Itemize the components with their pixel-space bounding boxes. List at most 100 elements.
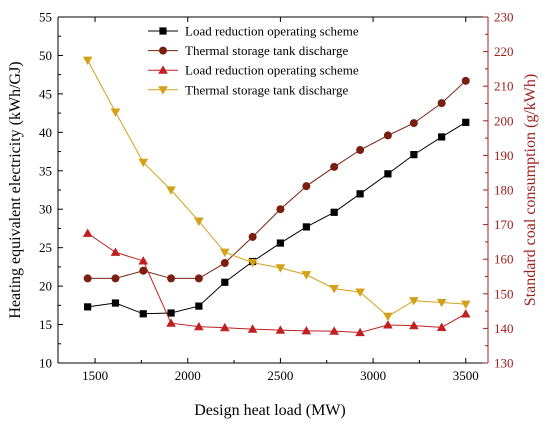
data-point: [460, 309, 471, 318]
y-right-tick-label: 220: [494, 44, 514, 59]
y-right-tick-label: 190: [494, 148, 514, 163]
legend-label: Load reduction operating scheme: [185, 63, 359, 78]
y-right-tick-label: 130: [494, 356, 514, 371]
data-point: [383, 312, 393, 322]
data-point: [139, 266, 148, 275]
data-point: [110, 247, 121, 256]
y-left-tick-label: 55: [39, 10, 52, 25]
data-point: [195, 302, 203, 310]
legend-entry-4: Thermal storage tank discharge: [148, 82, 349, 97]
data-point: [462, 118, 470, 126]
y-right-tick-label: 140: [494, 321, 514, 336]
data-point: [383, 320, 393, 329]
y-left-tick-label: 25: [39, 240, 52, 255]
legend: Load reduction operating scheme Thermal s…: [148, 24, 359, 97]
data-point: [355, 327, 365, 337]
series-line: [87, 80, 467, 279]
legend-label: Load reduction operating scheme: [185, 24, 359, 39]
data-point: [138, 158, 149, 168]
data-point: [275, 264, 286, 273]
legend-entry-3: Load reduction operating scheme: [148, 63, 359, 78]
data-point: [111, 299, 120, 307]
data-point: [409, 119, 418, 128]
series-line: [87, 232, 467, 334]
data-point: [84, 303, 92, 311]
y-left-tick-label: 45: [39, 86, 52, 101]
data-point: [330, 208, 338, 216]
legend-marker: [158, 65, 168, 74]
data-point: [329, 326, 339, 335]
x-tick-label: 3500: [453, 368, 479, 383]
data-point: [247, 324, 258, 333]
y-left-tick-label: 30: [39, 202, 52, 217]
data-point: [110, 108, 121, 117]
data-point: [302, 223, 310, 231]
y-right-tick-label: 150: [494, 286, 514, 301]
data-point: [410, 151, 418, 159]
data-point: [436, 298, 447, 308]
data-point: [301, 326, 312, 335]
y-right-tick-label: 230: [494, 10, 514, 25]
series-line: [87, 60, 466, 317]
data-point: [82, 56, 93, 66]
y-axis-left-title: Heating equivalent electricity (kWh/GJ): [7, 61, 24, 318]
data-point: [138, 256, 149, 265]
data-point: [383, 131, 392, 140]
data-point: [438, 133, 446, 141]
data-point: [460, 300, 471, 309]
y-right-tick-label: 170: [494, 217, 514, 232]
data-point: [111, 274, 120, 283]
legend-label: Thermal storage tank discharge: [185, 82, 349, 97]
legend-entry-2: Thermal storage tank discharge: [148, 43, 349, 58]
axis-ticks: 1500 2000 2500 3000 3500 10 15 20 25 30 35 40 45 50 55…: [39, 10, 514, 384]
legend-marker: [158, 86, 168, 95]
series-line: [87, 121, 467, 315]
data-point: [356, 146, 365, 155]
data-point: [167, 274, 176, 283]
data-point: [330, 162, 339, 171]
y-left-tick-label: 20: [39, 279, 52, 294]
legend-entry-1: Load reduction operating scheme: [148, 24, 359, 39]
data-point: [220, 259, 229, 268]
data-point: [301, 271, 312, 280]
legend-marker: [159, 46, 167, 55]
y-right-tick-label: 200: [494, 113, 514, 128]
legend-label: Thermal storage tank discharge: [185, 43, 349, 58]
data-point: [194, 217, 204, 226]
data-point: [276, 205, 285, 214]
series-1: [84, 118, 470, 318]
series-layer: [82, 56, 471, 337]
data-point: [384, 170, 392, 178]
data-point: [247, 259, 258, 268]
data-point: [221, 278, 229, 286]
series-4: [82, 56, 471, 322]
y-left-tick-label: 50: [39, 48, 52, 63]
data-point: [436, 322, 447, 331]
y-axis-right-title: Standard coal consumption (g/kWh): [522, 74, 539, 306]
x-axis-title: Design heat load (MW): [194, 402, 346, 419]
data-point: [220, 322, 230, 332]
y-left-tick-label: 15: [39, 317, 52, 332]
data-point: [329, 285, 339, 294]
data-point: [82, 228, 93, 237]
data-point: [248, 232, 257, 241]
x-tick-label: 2500: [267, 368, 293, 383]
x-tick-label: 2000: [175, 368, 201, 383]
x-tick-label: 3000: [360, 368, 386, 383]
y-left-tick-label: 40: [39, 125, 52, 140]
y-right-tick-label: 180: [494, 183, 514, 198]
data-point: [194, 274, 203, 283]
data-point: [166, 318, 176, 327]
data-point: [275, 325, 286, 334]
y-right-tick-label: 210: [494, 79, 514, 94]
y-left-tick-label: 10: [39, 356, 52, 371]
data-point: [461, 76, 470, 85]
series-2: [83, 76, 470, 283]
data-point: [276, 239, 285, 247]
data-point: [302, 182, 311, 191]
data-point: [437, 99, 446, 108]
data-point: [356, 190, 364, 198]
y-left-tick-label: 35: [39, 163, 52, 178]
